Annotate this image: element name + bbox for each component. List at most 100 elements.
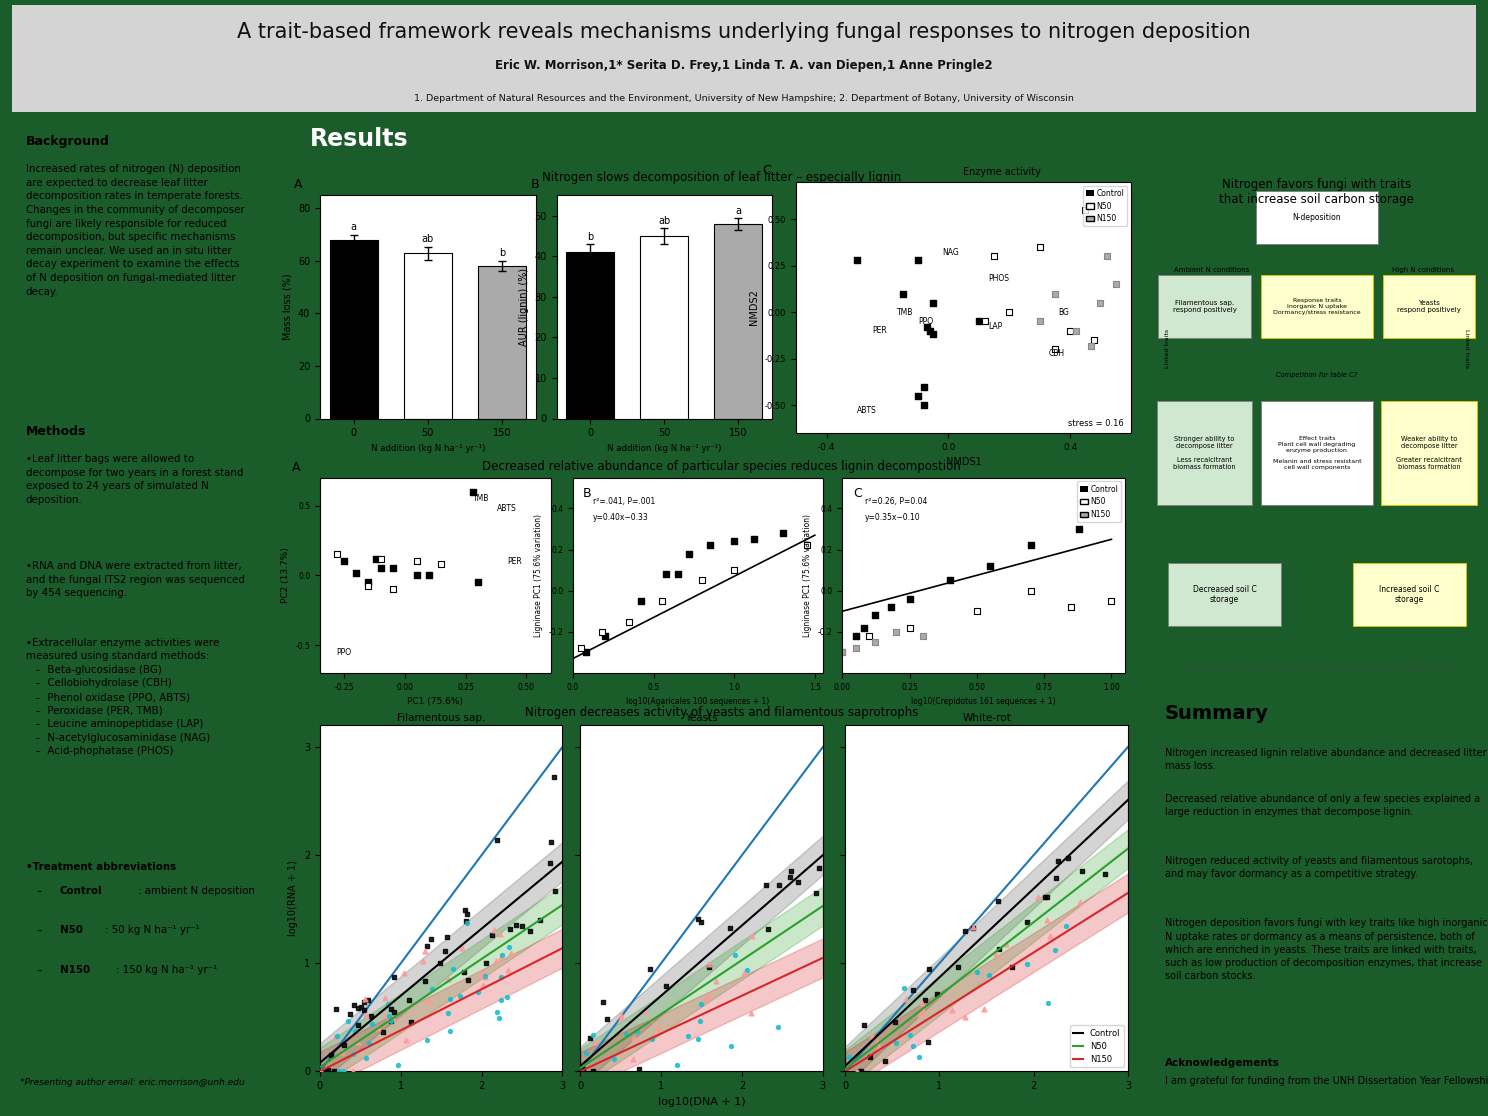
Text: Figure adapted from Treseder & Lennon 2015, Microbiology and Molecular Biology R: Figure adapted from Treseder & Lennon 20… bbox=[1181, 665, 1452, 670]
Point bbox=[570, 1060, 594, 1078]
Point bbox=[498, 944, 522, 962]
Point bbox=[1079, 337, 1103, 355]
Text: BG: BG bbox=[1058, 308, 1068, 317]
Point bbox=[574, 644, 598, 662]
Text: Competition for table C?: Competition for table C? bbox=[1277, 372, 1357, 377]
Point bbox=[485, 1003, 509, 1021]
Text: Enzyme activity: Enzyme activity bbox=[964, 167, 1042, 176]
Point bbox=[342, 995, 366, 1013]
Point bbox=[609, 1007, 632, 1024]
Point bbox=[490, 968, 513, 985]
Point bbox=[496, 962, 519, 980]
Point bbox=[415, 937, 439, 955]
Text: Eric W. Morrison,1* Serita D. Frey,1 Linda T. A. van Diepen,1 Anne Pringle2: Eric W. Morrison,1* Serita D. Frey,1 Lin… bbox=[496, 59, 992, 73]
Point bbox=[618, 613, 641, 631]
Text: Nitrogen increased lignin relative abundance and decreased litter mass loss.: Nitrogen increased lignin relative abund… bbox=[1165, 748, 1487, 771]
Point bbox=[338, 1004, 362, 1022]
Point bbox=[543, 883, 567, 901]
Text: b: b bbox=[588, 232, 594, 242]
Point bbox=[853, 1016, 876, 1033]
Point bbox=[324, 1000, 348, 1018]
Point bbox=[851, 618, 875, 636]
Point bbox=[1019, 537, 1043, 555]
Point bbox=[1015, 913, 1039, 931]
Point bbox=[906, 1048, 930, 1066]
Point bbox=[982, 248, 1006, 266]
Point bbox=[906, 251, 930, 269]
Point bbox=[332, 1062, 356, 1080]
Point bbox=[378, 1012, 402, 1030]
Point bbox=[330, 1062, 354, 1080]
Y-axis label: PC2 (13.7%): PC2 (13.7%) bbox=[281, 547, 290, 604]
FancyBboxPatch shape bbox=[1381, 401, 1478, 506]
Point bbox=[808, 859, 832, 877]
Point bbox=[366, 1019, 390, 1037]
Point bbox=[393, 964, 417, 982]
Point bbox=[344, 1021, 368, 1039]
Point bbox=[686, 1030, 710, 1048]
Text: TMB: TMB bbox=[897, 308, 914, 317]
Point bbox=[357, 578, 381, 596]
Point bbox=[976, 966, 1000, 984]
Point bbox=[415, 1031, 439, 1049]
Point bbox=[1058, 321, 1082, 339]
Point bbox=[997, 304, 1021, 321]
Point bbox=[722, 561, 745, 579]
Point bbox=[897, 618, 921, 636]
Point bbox=[872, 1051, 896, 1069]
Text: y=0.40x−0.33: y=0.40x−0.33 bbox=[592, 512, 649, 522]
Point bbox=[436, 1004, 460, 1022]
Point bbox=[418, 931, 442, 949]
Point bbox=[487, 1009, 510, 1027]
Point bbox=[488, 924, 512, 942]
Point bbox=[1059, 598, 1083, 616]
Text: •Leaf litter bags were allowed to
decompose for two years in a forest stand
expo: •Leaf litter bags were allowed to decomp… bbox=[25, 454, 243, 504]
Text: Decreased relative abundance of particular species reduces lignin decompostion: Decreased relative abundance of particul… bbox=[482, 460, 961, 472]
Point bbox=[353, 991, 376, 1009]
Text: Increased soil C
storage: Increased soil C storage bbox=[1379, 585, 1439, 604]
Point bbox=[1095, 248, 1119, 266]
Point bbox=[466, 574, 490, 591]
Text: Increased rates of nitrogen (N) deposition
are expected to decrease leaf litter
: Increased rates of nitrogen (N) depositi… bbox=[25, 164, 244, 297]
Point bbox=[312, 1062, 336, 1080]
Point bbox=[830, 644, 854, 662]
Point bbox=[1100, 593, 1123, 610]
Point bbox=[345, 1032, 369, 1050]
FancyBboxPatch shape bbox=[1158, 275, 1251, 338]
Point bbox=[354, 1007, 378, 1024]
Point bbox=[594, 627, 618, 645]
Point bbox=[629, 593, 653, 610]
FancyBboxPatch shape bbox=[12, 4, 1476, 113]
Text: *Presenting author email: eric.morrison@unh.edu: *Presenting author email: eric.morrison@… bbox=[21, 1078, 246, 1087]
Point bbox=[591, 992, 615, 1010]
Point bbox=[317, 1061, 341, 1079]
Text: PPO: PPO bbox=[336, 647, 351, 656]
Text: Yeasts
respond positively: Yeasts respond positively bbox=[1397, 300, 1461, 312]
Text: Nitrogen decreases activity of yeasts and filamentous saprotrophs: Nitrogen decreases activity of yeasts an… bbox=[525, 706, 918, 720]
Point bbox=[844, 627, 868, 645]
Point bbox=[1025, 888, 1049, 906]
Point bbox=[332, 552, 356, 570]
Text: B: B bbox=[583, 488, 592, 500]
Point bbox=[327, 1062, 351, 1080]
Point bbox=[698, 958, 722, 975]
Point bbox=[1045, 869, 1068, 887]
Point bbox=[863, 633, 887, 651]
Text: A trait-based framework reveals mechanisms underlying fungal responses to nitrog: A trait-based framework reveals mechanis… bbox=[237, 21, 1251, 41]
Point bbox=[1067, 520, 1091, 538]
Point bbox=[387, 1056, 411, 1074]
Point bbox=[653, 976, 677, 994]
Point bbox=[912, 991, 936, 1009]
FancyBboxPatch shape bbox=[1168, 562, 1281, 626]
Point bbox=[583, 1033, 607, 1051]
Point bbox=[1068, 893, 1092, 911]
Text: Summary: Summary bbox=[1165, 704, 1269, 723]
Text: Acknowledgements: Acknowledgements bbox=[1165, 1058, 1280, 1068]
Point bbox=[449, 940, 473, 958]
Point bbox=[719, 918, 743, 936]
Point bbox=[539, 833, 562, 850]
Point bbox=[778, 868, 802, 886]
Point bbox=[379, 1000, 403, 1018]
Point bbox=[490, 946, 513, 964]
Point bbox=[528, 912, 552, 930]
